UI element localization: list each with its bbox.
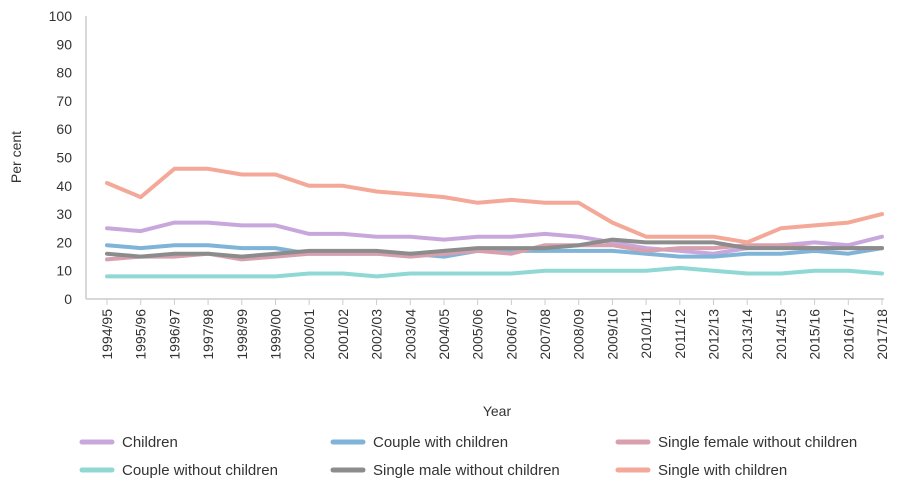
legend: Children Couple with children Single femal…	[79, 434, 857, 479]
y-tick-label: 80	[56, 65, 72, 81]
x-tick-label: 1994/95	[99, 309, 115, 360]
x-tick-label: 1995/96	[133, 309, 149, 360]
x-tick-label: 2014/15	[773, 309, 789, 360]
x-axis-title: Year	[483, 403, 512, 419]
x-tick-label: 2015/16	[807, 309, 823, 360]
x-tick-label: 2001/02	[335, 309, 351, 360]
x-tick-label: 2008/09	[571, 309, 587, 360]
y-tick-label: 90	[56, 36, 72, 52]
y-tick-label: 20	[56, 234, 72, 250]
legend-label: Single male without children	[373, 462, 560, 479]
x-tick-label: 1997/98	[200, 309, 216, 360]
legend-item: Couple with children	[330, 434, 508, 451]
y-tick-label: 40	[56, 178, 72, 194]
x-axis-ticks: 1994/95 1995/96 1996/97 1997/98 1998/99 1999/…	[99, 299, 890, 360]
x-tick-label: 2005/06	[470, 309, 486, 360]
legend-label: Single female without children	[658, 434, 857, 451]
y-tick-label: 50	[56, 150, 72, 166]
legend-item: Single with children	[615, 462, 787, 479]
x-tick-label: 2004/05	[436, 309, 452, 360]
x-tick-label: 2000/01	[301, 309, 317, 360]
series-line-single-male-without-children	[105, 237, 884, 259]
x-tick-label: 2009/10	[604, 309, 620, 360]
legend-item: Couple without children	[79, 462, 278, 479]
series-line-single-with-children	[105, 166, 884, 245]
y-tick-label: 0	[64, 291, 72, 307]
x-tick-label: 2011/12	[672, 309, 688, 359]
y-tick-label: 60	[56, 121, 72, 137]
legend-label: Children	[122, 434, 178, 451]
x-tick-label: 1996/97	[166, 309, 182, 360]
legend-label: Couple without children	[122, 462, 278, 479]
x-tick-label: 2012/13	[706, 309, 722, 360]
x-tick-label: 2017/18	[874, 309, 890, 360]
series-line-single-female-without-children	[105, 243, 884, 262]
x-tick-label: 2016/17	[840, 309, 856, 360]
legend-label: Couple with children	[373, 434, 508, 451]
y-tick-label: 100	[49, 8, 73, 24]
x-tick-label: 1998/99	[234, 309, 250, 360]
series-line-couple-without-children	[105, 265, 884, 279]
legend-item: Single female without children	[615, 434, 857, 451]
series-lines	[105, 166, 884, 279]
y-axis-title: Per cent	[8, 131, 24, 183]
y-tick-label: 30	[56, 206, 72, 222]
legend-item: Children	[79, 434, 178, 451]
x-tick-label: 2006/07	[503, 309, 519, 360]
legend-label: Single with children	[658, 462, 787, 479]
y-tick-label: 70	[56, 93, 72, 109]
legend-item: Single male without children	[330, 462, 560, 479]
x-tick-label: 2007/08	[537, 309, 553, 360]
y-axis-ticks: 0 10 20 30 40 50 60 70 80 90 100	[49, 8, 73, 307]
x-tick-label: 2010/11	[638, 309, 654, 359]
x-tick-label: 2013/14	[739, 309, 755, 360]
y-tick-label: 10	[56, 263, 72, 279]
x-tick-label: 2003/04	[402, 309, 418, 360]
x-tick-label: 1999/00	[267, 309, 283, 360]
x-tick-label: 2002/03	[369, 309, 385, 360]
